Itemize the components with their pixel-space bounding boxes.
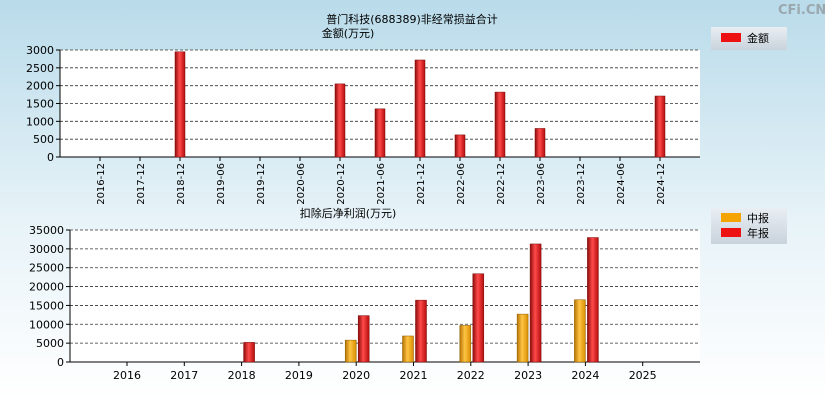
chart1-xtick-label: 2024-12 (656, 163, 667, 205)
chart2-xtick-label: 2016 (113, 369, 141, 382)
chart1-bar (534, 128, 546, 158)
chart1-xtick-label: 2020-06 (296, 163, 307, 205)
chart2-ytick-label: 20000 (29, 281, 64, 294)
chart1-xtick-label: 2017-12 (136, 163, 147, 205)
chart1-xtick-label: 2023-12 (576, 163, 587, 205)
chart1-xtick-label: 2023-06 (536, 163, 547, 205)
chart1-legend-box (711, 27, 787, 50)
chart1-xtick-label: 2024-06 (616, 163, 627, 205)
chart1-xtick-label: 2019-12 (256, 163, 267, 205)
chart2-bar-annual (529, 243, 542, 363)
chart1-xtick-label: 2021-12 (416, 163, 427, 205)
chart2-ytick-label: 10000 (29, 318, 64, 331)
chart2-legend-label: 中报 (747, 211, 769, 225)
chart2-ytick-label: 25000 (29, 262, 64, 275)
chart2-xtick-label: 2025 (629, 369, 657, 382)
chart1-xtick-label: 2021-06 (376, 163, 387, 205)
chart1-xtick-label: 2022-12 (496, 163, 507, 205)
chart2-bar-interim (344, 339, 357, 363)
chart1-bar (374, 108, 386, 158)
chart1-ytick-label: 2500 (26, 62, 54, 75)
chart1-xtick-label: 2020-12 (336, 163, 347, 205)
chart2-bar-interim (402, 335, 414, 363)
chart2-ytick-label: 15000 (29, 299, 64, 312)
chart2-ytick-label: 30000 (29, 243, 64, 256)
chart1-bar (334, 83, 346, 158)
chart1-xtick-label: 2022-06 (456, 163, 467, 205)
chart1-ytick-label: 3000 (26, 44, 54, 57)
chart2-xtick-label: 2019 (285, 369, 313, 382)
chart1-ytick-label: 0 (47, 151, 54, 164)
chart1-bar (454, 134, 466, 158)
chart1-bar (494, 91, 506, 158)
chart1-legend-label: 金额 (747, 31, 769, 45)
chart2-legend-swatch (721, 213, 741, 222)
chart1-xtick-label: 2018-12 (176, 163, 187, 205)
chart2-ytick-label: 5000 (36, 337, 64, 350)
chart2-xtick-label: 2022 (457, 369, 485, 382)
chart2-bar-interim (516, 313, 529, 363)
chart2-ytick-label: 0 (57, 356, 64, 369)
chart2-title: 扣除后净利润(万元) (300, 206, 397, 220)
chart1-bar (654, 95, 666, 158)
chart2-bar-annual (243, 342, 255, 363)
chart1-ytick-label: 500 (33, 133, 54, 146)
chart2-xtick-label: 2023 (514, 369, 542, 382)
chart2-legend-swatch (721, 228, 741, 237)
chart2-legend-label: 年报 (747, 226, 769, 240)
chart2-bar-annual (415, 299, 427, 363)
chart2-bar-annual (587, 237, 599, 363)
chart1-subtitle: 金额(万元) (322, 26, 375, 40)
chart2-bar-interim (574, 299, 586, 363)
chart1-ytick-label: 2000 (26, 80, 54, 93)
chart2-bar-annual (357, 315, 370, 363)
chart1-legend: 金额 (711, 27, 787, 50)
chart2-plot-area (70, 230, 700, 362)
chart2-xtick-label: 2021 (400, 369, 428, 382)
chart2-xtick-label: 2017 (170, 369, 198, 382)
chart1-title: 普门科技(688389)非经常损益合计 (326, 12, 498, 26)
chart1-bar (174, 51, 186, 158)
chart1-group: 0 500 1000 1500 2000 2500 3000 2016-12 2017-12 20… (26, 27, 787, 205)
chart1-bar (414, 59, 426, 158)
chart1-ytick-label: 1500 (26, 98, 54, 111)
chart2-ytick-label: 35000 (29, 224, 64, 237)
chart2-xtick-label: 2018 (228, 369, 256, 382)
chart2-group: 0 5000 10000 15000 20000 25000 30000 35000 2016 2… (29, 208, 787, 382)
chart2-bar-annual (472, 273, 485, 363)
chart2-bar-interim (459, 325, 472, 363)
chart1-legend-swatch (721, 33, 741, 42)
chart1-xtick-label: 2016-12 (96, 163, 107, 205)
chart2-xtick-label: 2024 (571, 369, 599, 382)
chart1-ytick-label: 1000 (26, 115, 54, 128)
chart1-xtick-label: 2019-06 (216, 163, 227, 205)
chart2-xtick-label: 2020 (342, 369, 370, 382)
watermark: CFi.CN (778, 3, 825, 18)
